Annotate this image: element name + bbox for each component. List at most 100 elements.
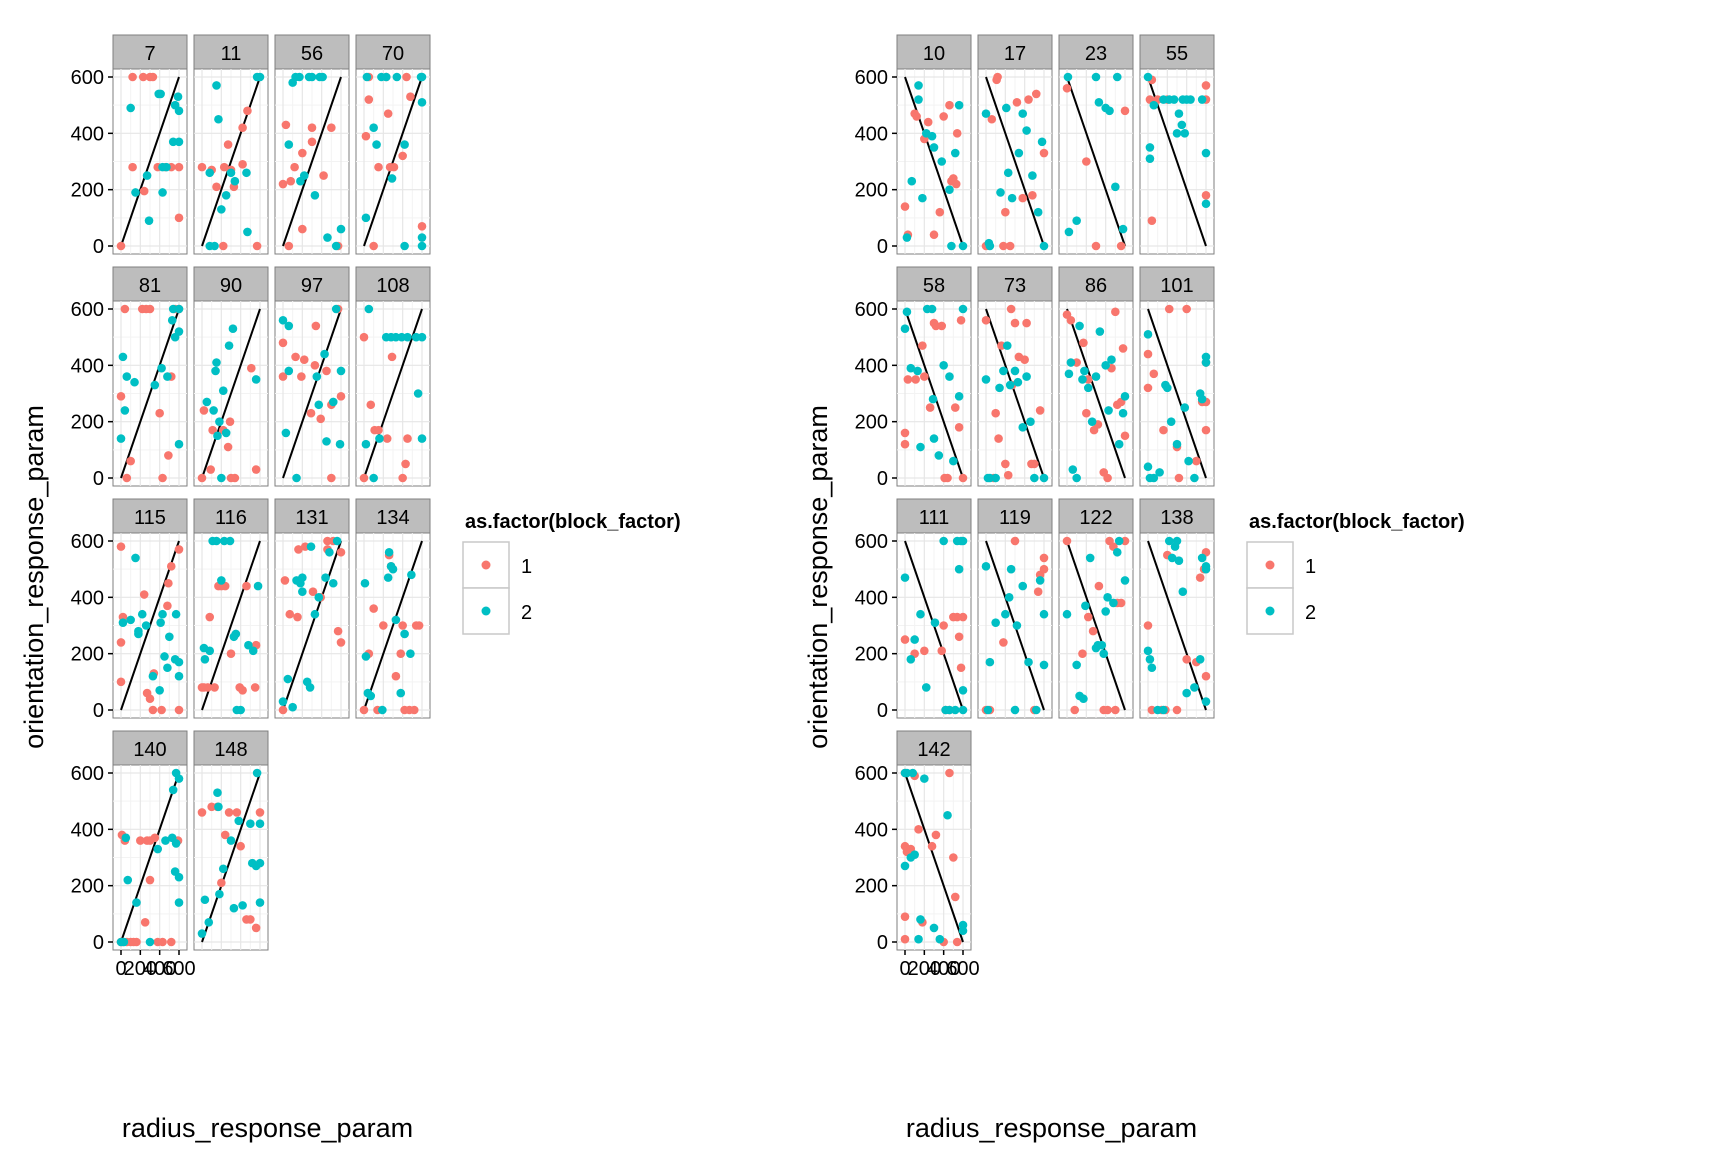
y-tick-label: 0 bbox=[877, 700, 888, 722]
reference-line bbox=[904, 76, 964, 247]
data-point-block-1 bbox=[158, 473, 167, 483]
data-point-block-2 bbox=[155, 685, 164, 695]
data-point-block-2 bbox=[1184, 456, 1193, 466]
panel-label: 17 bbox=[1004, 43, 1026, 65]
data-point-block-2 bbox=[1002, 341, 1012, 350]
data-point-block-2 bbox=[299, 171, 309, 180]
data-point-block-1 bbox=[1192, 456, 1201, 466]
data-point-block-2 bbox=[1039, 473, 1049, 483]
y-tick-label: 600 bbox=[71, 299, 104, 321]
legend-key-point bbox=[1265, 560, 1275, 570]
data-point-block-2 bbox=[336, 224, 346, 234]
y-tick-label: 600 bbox=[855, 763, 888, 785]
data-point-block-2 bbox=[1072, 473, 1081, 483]
data-point-block-2 bbox=[332, 536, 342, 546]
panel-label: 55 bbox=[1166, 43, 1188, 65]
data-point-block-1 bbox=[1001, 207, 1010, 217]
data-point-block-1 bbox=[1164, 304, 1174, 314]
data-point-block-2 bbox=[1079, 694, 1088, 704]
data-point-block-2 bbox=[292, 473, 301, 483]
data-point-block-2 bbox=[218, 864, 228, 874]
x-tick-label: 200 bbox=[124, 958, 157, 980]
data-point-block-1 bbox=[218, 241, 228, 251]
panel-label: 116 bbox=[215, 507, 247, 529]
data-point-block-2 bbox=[118, 618, 128, 627]
data-point-block-2 bbox=[929, 434, 939, 443]
data-point-block-1 bbox=[297, 372, 306, 381]
panel-label: 140 bbox=[133, 739, 166, 761]
data-point-block-2 bbox=[417, 98, 427, 107]
reference-line bbox=[985, 308, 1045, 479]
data-point-block-2 bbox=[141, 621, 151, 630]
data-point-block-1 bbox=[246, 915, 255, 924]
data-point-block-1 bbox=[155, 408, 164, 418]
data-point-block-2 bbox=[312, 372, 322, 381]
y-tick-label: 200 bbox=[71, 412, 104, 434]
y-tick-label: 400 bbox=[71, 355, 104, 377]
data-point-block-1 bbox=[150, 833, 160, 843]
data-point-block-1 bbox=[1201, 191, 1211, 200]
data-point-block-1 bbox=[396, 649, 406, 658]
panel-label: 119 bbox=[999, 507, 1031, 529]
data-point-block-2 bbox=[1094, 98, 1104, 107]
panel-strip bbox=[1058, 498, 1134, 534]
data-point-block-1 bbox=[954, 423, 964, 432]
data-point-block-1 bbox=[925, 403, 935, 412]
data-point-block-2 bbox=[298, 573, 307, 582]
data-point-block-2 bbox=[921, 683, 931, 692]
data-point-block-1 bbox=[197, 808, 207, 817]
data-point-block-2 bbox=[1149, 100, 1159, 110]
data-point-block-1 bbox=[923, 117, 933, 127]
reference-line bbox=[282, 540, 342, 711]
data-point-block-1 bbox=[336, 638, 346, 647]
y-tick-label: 600 bbox=[71, 531, 104, 553]
data-point-block-2 bbox=[902, 307, 912, 317]
data-point-block-2 bbox=[1118, 224, 1128, 234]
data-point-block-2 bbox=[949, 456, 958, 466]
data-point-block-2 bbox=[950, 148, 960, 158]
panel-strip bbox=[977, 34, 1053, 70]
data-point-block-1 bbox=[281, 120, 291, 130]
data-point-block-1 bbox=[994, 434, 1003, 443]
y-tick-label: 600 bbox=[71, 763, 104, 785]
data-point-block-1 bbox=[1010, 536, 1020, 546]
data-point-block-2 bbox=[214, 114, 223, 124]
data-point-block-1 bbox=[236, 841, 245, 851]
data-point-block-1 bbox=[138, 72, 148, 82]
data-point-block-2 bbox=[388, 564, 398, 574]
data-point-block-2 bbox=[1003, 168, 1013, 178]
panel-label: 7 bbox=[144, 43, 155, 65]
panel-strip bbox=[1058, 266, 1134, 302]
data-point-block-1 bbox=[252, 241, 262, 251]
legend: as.factor(block_factor) 1 2 bbox=[1246, 511, 1465, 635]
y-tick-label: 200 bbox=[71, 180, 104, 202]
data-point-block-1 bbox=[359, 332, 369, 342]
data-point-block-2 bbox=[284, 366, 294, 376]
data-point-block-2 bbox=[1107, 355, 1116, 365]
data-point-block-1 bbox=[999, 241, 1008, 251]
data-point-block-1 bbox=[945, 100, 954, 110]
data-point-block-1 bbox=[402, 72, 411, 82]
data-point-block-1 bbox=[238, 685, 247, 695]
data-point-block-2 bbox=[1101, 607, 1110, 616]
panel-label: 73 bbox=[1004, 275, 1026, 297]
data-point-block-2 bbox=[1091, 72, 1101, 82]
data-point-block-2 bbox=[200, 655, 210, 664]
data-point-block-2 bbox=[1010, 366, 1020, 376]
data-point-block-1 bbox=[1070, 705, 1080, 715]
data-point-block-2 bbox=[255, 72, 265, 82]
data-point-block-2 bbox=[1080, 366, 1089, 376]
data-point-block-2 bbox=[251, 375, 261, 384]
data-point-block-1 bbox=[232, 808, 242, 817]
data-point-block-2 bbox=[908, 768, 918, 778]
data-point-block-1 bbox=[1006, 304, 1016, 314]
data-point-block-1 bbox=[139, 590, 149, 599]
data-point-block-1 bbox=[935, 207, 945, 217]
data-point-block-1 bbox=[1083, 612, 1093, 622]
data-point-block-1 bbox=[949, 853, 958, 862]
data-point-block-1 bbox=[280, 576, 290, 585]
data-point-block-2 bbox=[1005, 380, 1015, 390]
data-point-block-1 bbox=[951, 179, 961, 189]
panel: 131 bbox=[274, 498, 350, 719]
panel-strip bbox=[1058, 34, 1134, 70]
